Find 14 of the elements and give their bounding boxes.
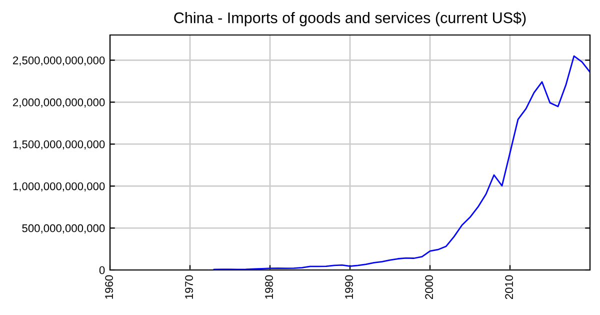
y-tick-label: 2,000,000,000,000	[13, 98, 105, 108]
y-tick-label: 1,000,000,000,000	[13, 182, 105, 192]
x-tick-label: 2010	[505, 275, 513, 300]
x-tick-label: 1980	[265, 275, 273, 299]
y-tick-label: 0	[99, 266, 105, 274]
x-tick-label: 1960	[105, 275, 113, 299]
x-tick-label: 2000	[425, 275, 433, 300]
y-tick-label: 2,500,000,000,000	[13, 56, 105, 66]
line-series	[213, 55, 590, 270]
x-tick-label: 1970	[185, 275, 193, 299]
x-tick-label: 1990	[345, 275, 353, 299]
y-tick-label: 500,000,000,000	[22, 224, 105, 234]
chart-title: China - Imports of goods and services (current US$)	[174, 12, 526, 26]
y-tick-label: 1,500,000,000,000	[13, 140, 105, 150]
